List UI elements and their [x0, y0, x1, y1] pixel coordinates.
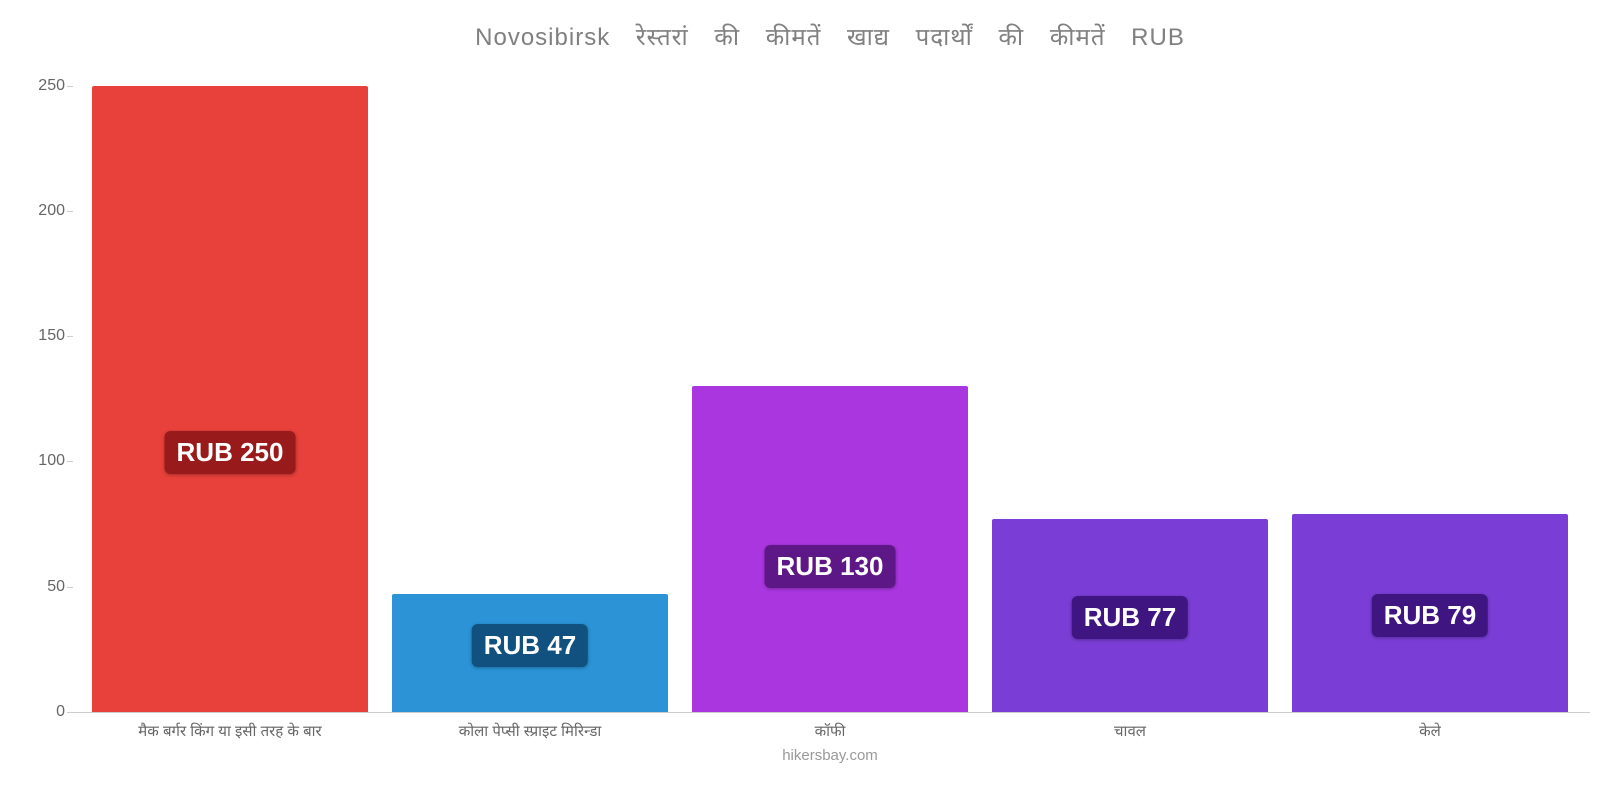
x-category-label: कोला पेप्सी स्प्राइट मिरिन्डा: [380, 721, 680, 741]
y-tick-label: 0: [20, 703, 65, 721]
x-category-label: चावल: [980, 721, 1280, 741]
price-bar-chart: Novosibirsk रेस्तरां की कीमतें खाद्य पदा…: [0, 0, 1600, 800]
y-tick-label: 100: [20, 452, 65, 470]
chart-title: Novosibirsk रेस्तरां की कीमतें खाद्य पदा…: [70, 20, 1590, 53]
bar-wrap: RUB 130: [680, 63, 980, 712]
bar-value-label: RUB 47: [472, 624, 588, 667]
y-axis: 050100150200250: [20, 63, 65, 712]
bar-value-label: RUB 250: [165, 431, 296, 474]
plot-area: 050100150200250 RUB 250RUB 47RUB 130RUB …: [70, 63, 1590, 713]
bar-wrap: RUB 250: [80, 63, 380, 712]
y-tick-label: 250: [20, 77, 65, 95]
x-category-label: केले: [1280, 721, 1580, 741]
x-category-label: कॉफी: [680, 721, 980, 741]
bar: [92, 86, 368, 712]
bar-value-label: RUB 77: [1072, 596, 1188, 639]
y-tick-label: 150: [20, 327, 65, 345]
x-axis-labels: मैक बर्गर किंग या इसी तरह के बारकोला पेप…: [70, 713, 1590, 741]
y-tick-label: 200: [20, 202, 65, 220]
bar-value-label: RUB 130: [765, 545, 896, 588]
bar-value-label: RUB 79: [1372, 594, 1488, 637]
x-category-label: मैक बर्गर किंग या इसी तरह के बार: [80, 721, 380, 741]
bars-group: RUB 250 RUB 47 RUB 130 RUB 77 RUB 79: [70, 63, 1590, 712]
watermark: hikersbay.com: [70, 747, 1590, 764]
y-tick-label: 50: [20, 578, 65, 596]
bar-wrap: RUB 79: [1280, 63, 1580, 712]
bar-wrap: RUB 47: [380, 63, 680, 712]
bar-wrap: RUB 77: [980, 63, 1280, 712]
